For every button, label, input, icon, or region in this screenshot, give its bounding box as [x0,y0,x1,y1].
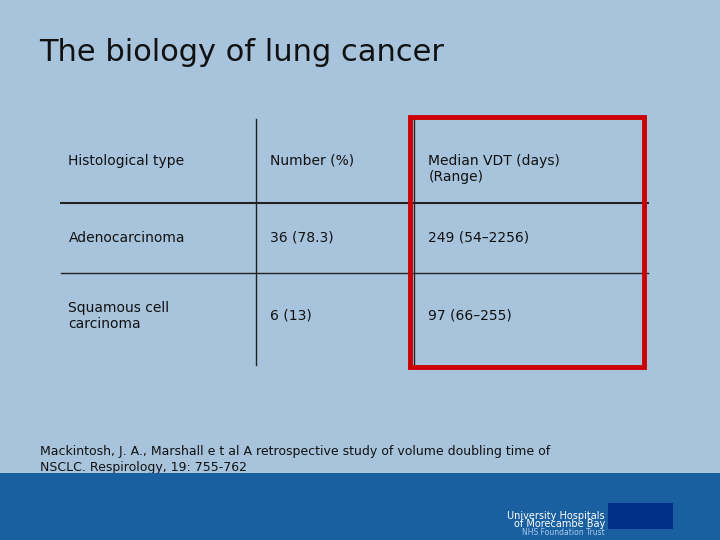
Text: Squamous cell
carcinoma: Squamous cell carcinoma [68,301,169,331]
Text: Adenocarcinoma: Adenocarcinoma [68,231,185,245]
Text: NHS: NHS [623,509,659,524]
Text: 97 (66–255): 97 (66–255) [428,309,512,323]
Text: Median VDT (days)
(Range): Median VDT (days) (Range) [428,154,560,184]
Text: Mackintosh, J. A., Marshall e t al A retrospective study of volume doubling time: Mackintosh, J. A., Marshall e t al A ret… [40,446,550,474]
Text: NHS Foundation Trust: NHS Foundation Trust [522,528,605,537]
Bar [608,503,673,529]
Text: University Hospitals: University Hospitals [507,510,605,521]
Bar [0,472,720,540]
Text: The biology of lung cancer: The biology of lung cancer [40,38,445,67]
Text: 6 (13): 6 (13) [270,309,312,323]
Text: of Morecambe Bay: of Morecambe Bay [513,519,605,529]
Text: 249 (54–2256): 249 (54–2256) [428,231,529,245]
Bar [410,117,644,367]
Text: Number (%): Number (%) [270,154,354,168]
Text: 36 (78.3): 36 (78.3) [270,231,333,245]
Text: Histological type: Histological type [68,154,184,168]
